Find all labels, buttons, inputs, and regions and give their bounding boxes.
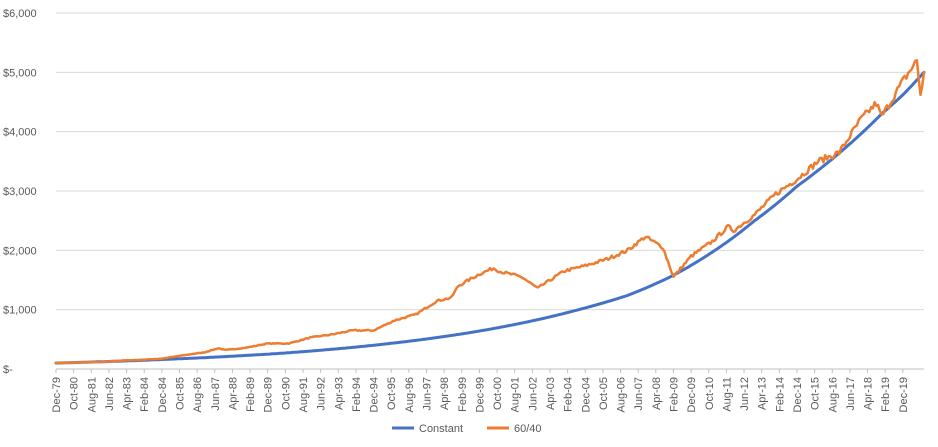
y-tick-label: $5,000 [3,67,37,79]
y-tick-label: $1,000 [3,305,37,317]
x-tick-label: Oct-00 [492,377,504,410]
legend-label: 60/40 [514,423,542,435]
x-tick-label: Dec-04 [580,377,592,412]
x-tick-label: Aug-86 [192,377,204,412]
series-line-60-40 [54,59,926,365]
series-lines [54,59,926,365]
x-tick-label: Jun-92 [316,377,328,411]
x-tick-label: Jun-07 [633,377,645,411]
y-axis: $- $1,000 $2,000 $3,000 $4,000 $5,000 $6,000 [3,8,37,376]
x-tick-label: Feb-19 [880,377,892,412]
x-tick-label: Aug-96 [404,377,416,412]
x-tick-label: Jun-97 [421,377,433,411]
x-tick-label: Oct-05 [598,377,610,410]
gridlines [56,12,924,370]
series-line-constant [54,70,926,365]
x-tick-label: Aug-06 [616,377,628,412]
x-tick-label: Oct-10 [704,377,716,410]
x-tick-label: Feb-09 [668,377,680,412]
x-tick-label: Jun-12 [739,377,751,411]
x-tick-label: Aug-81 [86,377,98,412]
legend-label: Constant [419,423,463,435]
x-tick-label: Aug-16 [827,377,839,412]
x-tick-label: Dec-14 [792,377,804,412]
y-tick-label: $2,000 [3,245,37,257]
y-tick-label: $- [3,364,13,376]
x-tick-label: Jun-17 [845,377,857,411]
x-tick-label: Dec-79 [51,377,63,412]
x-tick-label: Feb-04 [563,377,575,412]
x-tick-label: Apr-98 [439,377,451,410]
x-tick-label: Dec-94 [369,377,381,412]
x-tick-label: Feb-84 [139,377,151,412]
x-tick-label: Jun-02 [527,377,539,411]
x-tick-label: Dec-99 [474,377,486,412]
x-tick-label: Apr-08 [651,377,663,410]
x-tick-label: Apr-83 [122,377,134,410]
x-tick-label: Aug-11 [721,377,733,412]
x-tick-label: Oct-95 [386,377,398,410]
x-tick-label: Dec-09 [686,377,698,412]
x-tick-label: Oct-85 [174,377,186,410]
x-tick-label: Apr-93 [333,377,345,410]
x-tick-label: Dec-84 [157,377,169,412]
x-tick-label: Aug-91 [298,377,310,412]
legend: Constant 60/40 [392,423,542,435]
x-tick-label: Feb-99 [457,377,469,412]
x-tick-label: Jun-82 [104,377,116,411]
x-tick-label: Apr-13 [757,377,769,410]
y-tick-label: $4,000 [3,127,37,139]
x-axis: Dec-79 Oct-80 Aug-81 Jun-82 Apr-83 Feb-84 Dec-… [51,369,910,412]
x-tick-label: Aug-01 [510,377,522,412]
y-tick-label: $3,000 [3,186,37,198]
x-tick-label: Apr-88 [227,377,239,410]
x-tick-label: Dec-19 [898,377,910,412]
x-tick-label: Apr-18 [863,377,875,410]
x-tick-label: Oct-80 [69,377,81,410]
x-tick-label: Jun-87 [210,377,222,411]
x-tick-label: Feb-89 [245,377,257,412]
x-tick-label: Oct-15 [810,377,822,410]
x-tick-label: Oct-90 [280,377,292,410]
x-tick-label: Feb-14 [774,377,786,412]
x-tick-label: Dec-89 [263,377,275,412]
y-tick-label: $6,000 [3,8,37,20]
x-tick-label: Feb-94 [351,377,363,412]
x-tick-label: Apr-03 [545,377,557,410]
